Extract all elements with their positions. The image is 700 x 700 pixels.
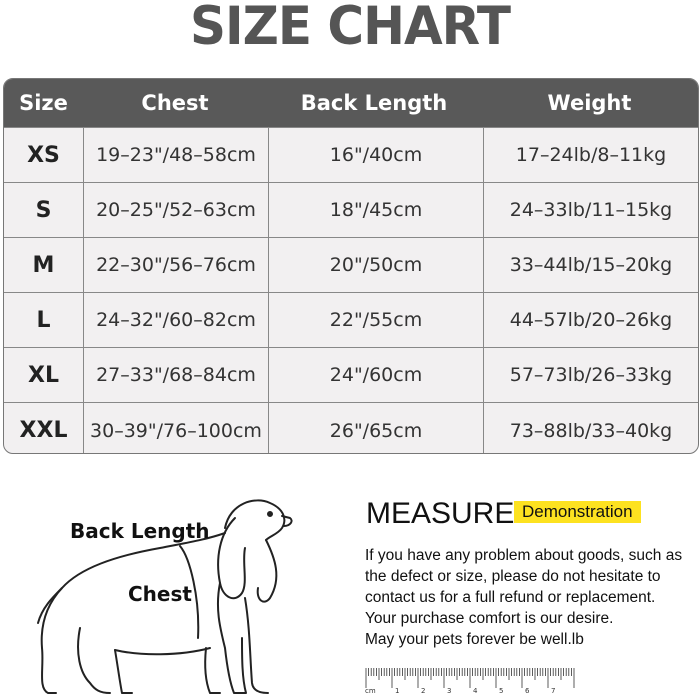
ruler-label: 3 [447,687,451,695]
cell-size: L [36,307,51,333]
text-line: the defect or size, please do not hesita… [365,568,661,585]
header-weight: Weight [547,91,632,115]
cell-chest: 24–32"/60–82cm [83,293,268,347]
measure-text: If you have any problem about goods, suc… [365,545,700,650]
demonstration-badge: Demonstration [514,501,641,523]
cell-chest: 30–39"/76–100cm [83,403,268,453]
table-header: Size Chest Back Length Weight [4,79,698,127]
cell-back-length: 22"/55cm [268,293,483,347]
header-back-length: Back Length [300,91,448,115]
text-line: Your purchase comfort is our desire. [365,610,614,627]
table-row: L 24–32"/60–82cm 22"/55cm 44–57lb/20–26kg [4,292,698,347]
table-row: XL 27–33"/68–84cm 24"/60cm 57–73lb/26–33kg [4,347,698,402]
measure-title: MEASURE [366,497,515,530]
cell-back-length: 26"/65cm [268,403,483,453]
text-line: contact us for a full refund or replacem… [365,589,656,606]
cell-back-length: 16"/40cm [268,128,483,182]
text-line: May your pets forever be well.lb [365,631,584,648]
cell-back-length: 24"/60cm [268,348,483,402]
cell-back-length: 18"/45cm [268,183,483,237]
cell-weight: 73–88lb/33–40kg [483,403,698,453]
chest-label: Chest [128,582,192,606]
cell-chest: 22–30"/56–76cm [83,238,268,292]
ruler-label: cm [365,687,376,695]
table-row: S 20–25"/52–63cm 18"/45cm 24–33lb/11–15kg [4,182,698,237]
text-line: If you have any problem about goods, suc… [365,547,683,564]
size-table: Size Chest Back Length Weight XS 19–23"/4… [3,78,699,454]
ruler-icon: cm 1 2 3 4 5 6 7 [365,668,575,695]
ruler-label: 1 [395,687,399,695]
cell-weight: 44–57lb/20–26kg [483,293,698,347]
cell-back-length: 20"/50cm [268,238,483,292]
ruler-label: 5 [499,687,503,695]
ruler-label: 2 [421,687,425,695]
ruler-label: 7 [551,687,555,695]
ruler-label: 4 [473,687,478,695]
dog-outline-icon [37,499,293,694]
cell-weight: 57–73lb/26–33kg [483,348,698,402]
header-chest: Chest [141,91,209,115]
cell-chest: 27–33"/68–84cm [83,348,268,402]
cell-size: XXL [19,418,68,443]
page-title: SIZE CHART [189,0,511,57]
table-row: M 22–30"/56–76cm 20"/50cm 33–44lb/15–20kg [4,237,698,292]
cell-chest: 20–25"/52–63cm [83,183,268,237]
cell-weight: 33–44lb/15–20kg [483,238,698,292]
table-row: XXL 30–39"/76–100cm 26"/65cm 73–88lb/33–40k… [4,402,698,453]
back-length-label: Back Length [70,519,210,543]
cell-size: XS [27,142,60,168]
cell-chest: 19–23"/48–58cm [83,128,268,182]
cell-size: XL [28,362,59,388]
cell-weight: 17–24lb/8–11kg [483,128,698,182]
cell-size: M [32,252,55,278]
ruler-label: 6 [525,687,530,695]
cell-size: S [35,197,52,223]
header-size: Size [19,91,68,115]
cell-weight: 24–33lb/11–15kg [483,183,698,237]
table-row: XS 19–23"/48–58cm 16"/40cm 17–24lb/8–11kg [4,127,698,182]
